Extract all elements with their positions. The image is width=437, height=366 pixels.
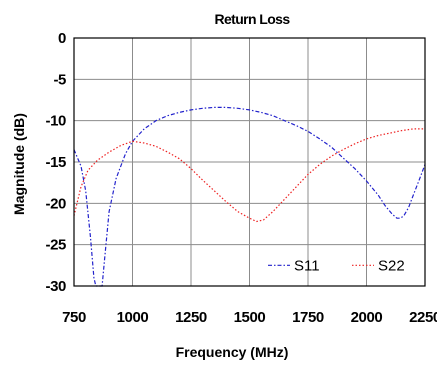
y-axis-label: Magnitude (dB) — [11, 113, 27, 215]
y-tick-label: -25 — [46, 237, 67, 254]
y-tick-label: -10 — [46, 113, 67, 130]
x-tick-label: 1000 — [117, 309, 149, 326]
y-tick-label: 0 — [58, 30, 66, 47]
legend-label-s22: S22 — [378, 257, 405, 274]
y-tick-label: -5 — [53, 71, 66, 88]
x-tick-label: 1250 — [175, 309, 207, 326]
x-tick-label: 1500 — [234, 309, 266, 326]
y-tick-labels: 0 -5 -10 -15 -20 -25 -30 — [46, 30, 67, 295]
y-tick-label: -20 — [46, 195, 67, 212]
legend: S11 S22 — [268, 257, 405, 274]
y-tick-label: -30 — [46, 278, 67, 295]
x-tick-label: 2000 — [351, 309, 383, 326]
x-tick-label: 750 — [62, 309, 86, 326]
x-tick-label: 2250 — [409, 309, 437, 326]
plot-frame — [73, 37, 426, 287]
legend-label-s11: S11 — [294, 257, 320, 274]
x-tick-label: 1750 — [292, 309, 324, 326]
x-tick-labels: 750 1000 1250 1500 1750 2000 2250 — [62, 309, 437, 326]
chart-title: Return Loss — [214, 11, 290, 27]
y-tick-label: -15 — [46, 154, 67, 171]
x-axis-label: Frequency (MHz) — [176, 344, 289, 360]
